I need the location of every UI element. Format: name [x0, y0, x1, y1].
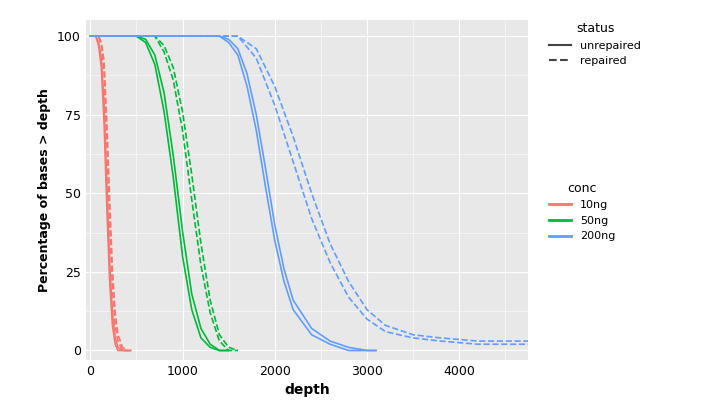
Legend: unrepaired, repaired: unrepaired, repaired — [545, 18, 645, 71]
Legend: 10ng, 50ng, 200ng: 10ng, 50ng, 200ng — [545, 178, 620, 246]
X-axis label: depth: depth — [284, 383, 330, 397]
Y-axis label: Percentage of bases > depth: Percentage of bases > depth — [39, 88, 51, 292]
